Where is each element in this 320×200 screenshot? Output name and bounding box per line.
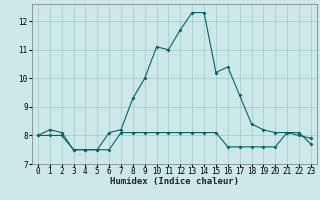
X-axis label: Humidex (Indice chaleur): Humidex (Indice chaleur) <box>110 177 239 186</box>
